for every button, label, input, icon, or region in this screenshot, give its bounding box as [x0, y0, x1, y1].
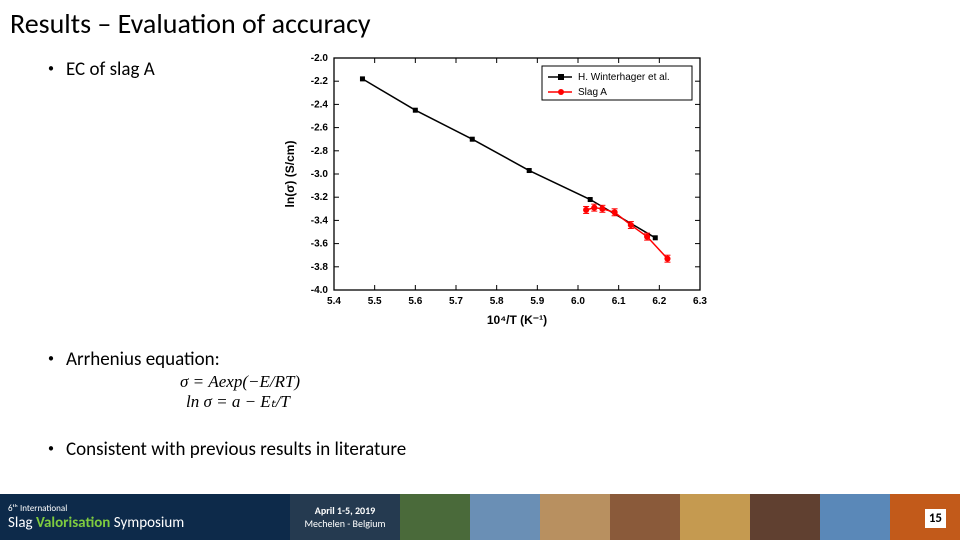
- svg-text:-3.4: -3.4: [311, 215, 329, 226]
- footer-banner: 6ᵗʰ International Slag Valorisation Symp…: [0, 494, 960, 540]
- svg-text:-2.4: -2.4: [311, 99, 329, 110]
- bullet-3-text: Consistent with previous results in lite…: [66, 438, 406, 461]
- svg-text:6.2: 6.2: [652, 296, 666, 307]
- symposium-word-a: Slag: [8, 514, 36, 532]
- svg-text:-2.0: -2.0: [311, 53, 329, 64]
- date-place-block: April 1-5, 2019 Mechelen - Belgium: [290, 494, 400, 540]
- svg-text:5.4: 5.4: [327, 296, 341, 307]
- svg-text:-3.8: -3.8: [311, 262, 329, 273]
- bullet-2: • Arrhenius equation:: [48, 348, 220, 371]
- bullet-dot-icon: •: [48, 348, 54, 370]
- collage-tile: [400, 494, 470, 540]
- bullet-2-text: Arrhenius equation:: [66, 348, 220, 371]
- collage-tile: [610, 494, 680, 540]
- bullet-1-text: EC of slag A: [66, 58, 155, 81]
- svg-text:5.8: 5.8: [490, 296, 504, 307]
- equation-2: ln σ = a − Eₜ/T: [186, 392, 290, 412]
- slide-title: Results – Evaluation of accuracy: [10, 6, 371, 41]
- arrhenius-chart: 5.4 5.5 5.6 5.7 5.8 5.9 6.0 6.1 6.2 6.3 -2.0 -2.2 -2…: [280, 50, 710, 330]
- collage-tile: [750, 494, 820, 540]
- svg-text:-3.6: -3.6: [311, 239, 329, 250]
- svg-text:5.6: 5.6: [408, 296, 422, 307]
- svg-text:5.9: 5.9: [530, 296, 544, 307]
- svg-text:6.0: 6.0: [571, 296, 585, 307]
- svg-text:-2.2: -2.2: [311, 76, 329, 87]
- svg-text:H. Winterhager et al.: H. Winterhager et al.: [578, 72, 670, 83]
- symposium-word-b: Valorisation: [36, 514, 110, 532]
- collage-tile: [540, 494, 610, 540]
- bullet-1: • EC of slag A: [48, 58, 155, 81]
- page-number: 15: [925, 509, 946, 528]
- bullet-3: • Consistent with previous results in li…: [48, 438, 406, 461]
- svg-text:6.3: 6.3: [693, 296, 707, 307]
- footer-collage: [400, 494, 960, 540]
- svg-text:-4.0: -4.0: [311, 285, 329, 296]
- svg-text:-3.2: -3.2: [311, 192, 329, 203]
- symposium-title: Slag Valorisation Symposium: [8, 514, 290, 532]
- chart-svg: 5.4 5.5 5.6 5.7 5.8 5.9 6.0 6.1 6.2 6.3 -2.0 -2.2 -2…: [280, 50, 710, 330]
- svg-text:10⁴/T (K⁻¹): 10⁴/T (K⁻¹): [487, 313, 547, 327]
- equation-1: σ = Aexp(−E/RT): [180, 372, 300, 392]
- svg-text:ln(σ) (S/cm): ln(σ) (S/cm): [283, 141, 297, 208]
- footer-date: April 1-5, 2019: [315, 504, 375, 517]
- svg-text:6.1: 6.1: [612, 296, 626, 307]
- footer-place: Mechelen - Belgium: [304, 517, 385, 530]
- svg-text:-3.0: -3.0: [311, 169, 329, 180]
- symposium-block: 6ᵗʰ International Slag Valorisation Symp…: [0, 494, 290, 540]
- svg-text:-2.6: -2.6: [311, 123, 329, 134]
- collage-tile: [820, 494, 890, 540]
- svg-text:-2.8: -2.8: [311, 146, 329, 157]
- symposium-edition: 6ᵗʰ International: [8, 503, 290, 514]
- collage-tile: [680, 494, 750, 540]
- svg-text:Slag A: Slag A: [578, 87, 607, 98]
- svg-text:5.7: 5.7: [449, 296, 463, 307]
- symposium-word-c: Symposium: [110, 514, 184, 532]
- bullet-dot-icon: •: [48, 438, 54, 460]
- svg-text:5.5: 5.5: [368, 296, 382, 307]
- bullet-dot-icon: •: [48, 58, 54, 80]
- collage-tile: [470, 494, 540, 540]
